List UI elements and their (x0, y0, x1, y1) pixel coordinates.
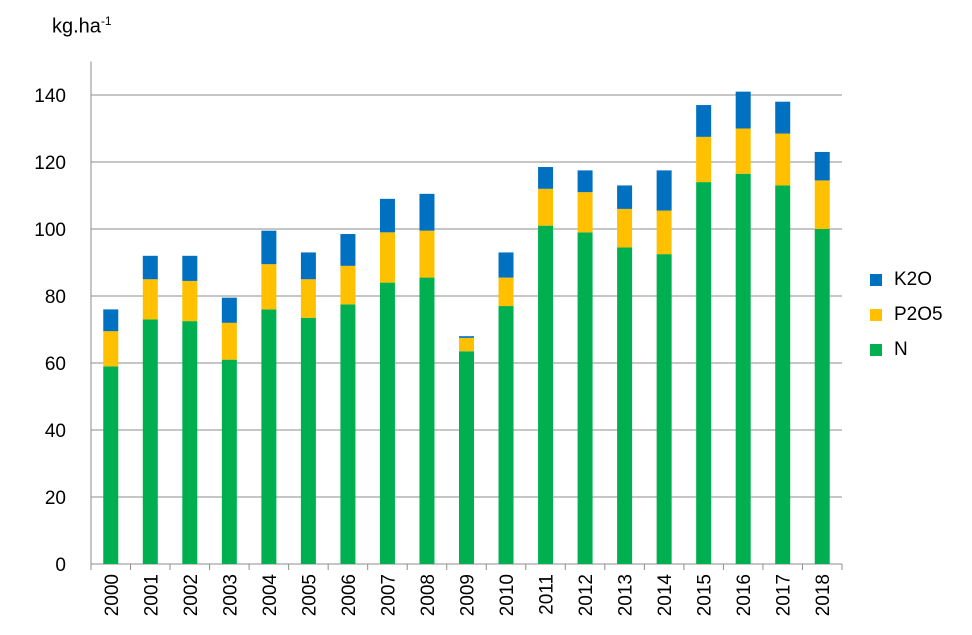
bar-k2o-2016 (735, 91, 751, 129)
bar-p2o5-2002 (182, 280, 198, 322)
x-tick-label-2014: 2014 (655, 574, 676, 617)
bar-n-2013 (617, 247, 633, 565)
y-tick-label-60: 60 (45, 354, 66, 375)
x-tick-label-2006: 2006 (339, 574, 360, 616)
y-axis-unit-label: kg.ha-1 (52, 14, 112, 39)
y-tick-label-40: 40 (45, 421, 66, 442)
legend-swatch-p2o5 (870, 308, 882, 321)
legend-label-n: N (894, 338, 908, 360)
bar-p2o5-2006 (340, 265, 356, 305)
bar-n-2005 (300, 317, 316, 564)
bar-n-2002 (182, 321, 198, 564)
bar-k2o-2003 (221, 297, 237, 323)
x-tick-label-2017: 2017 (774, 574, 795, 616)
bar-p2o5-2017 (775, 133, 791, 186)
bar-k2o-2010 (498, 252, 514, 278)
bar-n-2011 (538, 225, 554, 564)
x-tick-label-2009: 2009 (458, 574, 479, 616)
bar-p2o5-2001 (142, 279, 158, 320)
y-axis-unit-superscript: -1 (100, 14, 112, 28)
bar-p2o5-2008 (419, 230, 435, 278)
bar-n-2012 (577, 232, 593, 564)
x-tick-label-2015: 2015 (695, 574, 716, 616)
bar-k2o-2000 (103, 309, 119, 332)
x-tick-label-2007: 2007 (378, 574, 399, 616)
y-tick-label-20: 20 (45, 488, 66, 509)
y-tick-label-140: 140 (34, 86, 66, 107)
x-tick-label-2018: 2018 (813, 574, 834, 616)
bar-k2o-2012 (577, 170, 593, 193)
bar-p2o5-2012 (577, 192, 593, 233)
bar-k2o-2006 (340, 234, 356, 266)
bar-n-2017 (775, 185, 791, 564)
y-tick-label-80: 80 (45, 287, 66, 308)
bar-k2o-2007 (379, 198, 395, 233)
y-tick-label-0: 0 (55, 555, 66, 576)
bar-p2o5-2004 (261, 264, 277, 310)
bar-p2o5-2018 (814, 180, 830, 229)
bar-p2o5-2013 (617, 208, 633, 248)
x-tick-label-2005: 2005 (299, 574, 320, 616)
bar-p2o5-2016 (735, 128, 751, 174)
bar-k2o-2001 (142, 255, 158, 280)
x-tick-label-2011: 2011 (537, 574, 558, 615)
bar-k2o-2002 (182, 255, 198, 281)
bar-k2o-2018 (814, 151, 830, 181)
x-tick-label-2008: 2008 (418, 574, 439, 616)
bar-k2o-2011 (538, 167, 554, 189)
bar-n-2016 (735, 173, 751, 564)
x-tick-label-2012: 2012 (576, 574, 597, 616)
bar-n-2003 (221, 359, 237, 564)
x-tick-label-2001: 2001 (141, 574, 162, 616)
bar-p2o5-2014 (656, 210, 672, 255)
y-tick-label-120: 120 (34, 153, 66, 174)
bar-k2o-2015 (696, 105, 712, 137)
bar-p2o5-2011 (538, 188, 554, 226)
bar-n-2007 (379, 282, 395, 564)
legend-swatch-k2o (870, 273, 882, 286)
legend-label-p2o5: P2O5 (894, 303, 943, 325)
bar-k2o-2004 (261, 230, 277, 265)
legend-swatch-n (870, 343, 882, 356)
bar-p2o5-2015 (696, 136, 712, 183)
bar-p2o5-2005 (300, 279, 316, 318)
bar-n-2009 (459, 351, 474, 564)
legend: K2O P2O5 N (870, 262, 943, 367)
bar-n-2018 (814, 229, 830, 564)
bar-k2o-2009 (459, 336, 474, 338)
bar-k2o-2017 (775, 101, 791, 134)
legend-label-k2o: K2O (894, 268, 933, 290)
bar-n-2001 (142, 319, 158, 564)
legend-item-k2o: K2O (870, 262, 943, 297)
x-tick-label-2000: 2000 (102, 574, 123, 616)
bar-p2o5-2003 (221, 322, 237, 360)
y-axis-unit-text: kg.ha (52, 15, 101, 38)
y-tick-label-100: 100 (34, 220, 66, 241)
legend-item-p2o5: P2O5 (870, 297, 943, 332)
bar-n-2015 (696, 182, 712, 564)
bar-n-2004 (261, 309, 277, 564)
x-tick-label-2003: 2003 (220, 574, 241, 616)
x-tick-label-2016: 2016 (734, 574, 755, 616)
bar-p2o5-2009 (459, 337, 474, 352)
bar-n-2000 (103, 366, 119, 564)
legend-item-n: N (870, 332, 943, 367)
x-tick-label-2004: 2004 (260, 574, 281, 617)
bar-k2o-2014 (656, 170, 672, 211)
x-tick-label-2013: 2013 (616, 574, 637, 616)
x-tick-label-2010: 2010 (497, 574, 518, 616)
bar-n-2014 (656, 254, 672, 564)
bar-n-2010 (498, 306, 514, 564)
bar-k2o-2013 (617, 185, 633, 209)
bar-p2o5-2007 (379, 232, 395, 283)
bar-p2o5-2000 (103, 331, 119, 367)
x-tick-label-2002: 2002 (181, 574, 202, 616)
bar-n-2008 (419, 277, 435, 564)
bar-n-2006 (340, 304, 356, 564)
bar-k2o-2008 (419, 193, 435, 231)
bar-p2o5-2010 (498, 277, 514, 307)
bar-k2o-2005 (300, 252, 316, 280)
